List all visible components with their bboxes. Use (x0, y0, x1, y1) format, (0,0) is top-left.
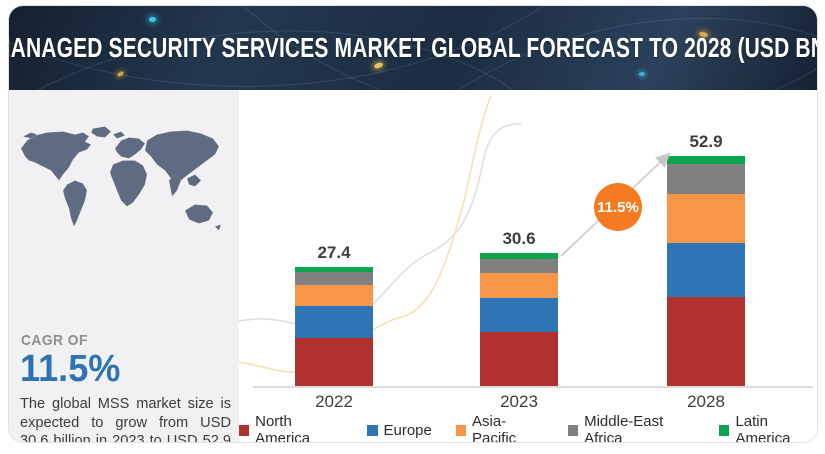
cagr-bubble-text: 11.5% (597, 198, 639, 216)
bar-segment-asia-pacific (295, 284, 373, 307)
legend-label: Middle-East Africa (584, 413, 664, 443)
bar-2022 (295, 267, 373, 387)
x-axis-label: 2022 (315, 392, 353, 411)
legend-item-asia-pacific: Asia-Pacific (455, 413, 544, 443)
world-map-icon (17, 102, 231, 267)
header-banner: MANAGED SECURITY SERVICES MARKET GLOBAL … (9, 6, 817, 90)
legend-item-north-america: North America (239, 413, 343, 443)
glow-dot-icon (149, 17, 156, 22)
chart-legend: North America Europe Asia-Pacific Middle-Ea… (239, 413, 817, 443)
bar-segment-europe (667, 243, 745, 297)
legend-swatch-icon (719, 424, 730, 436)
bar-2028 (667, 155, 745, 387)
infographic-card: MANAGED SECURITY SERVICES MARKET GLOBAL … (8, 5, 818, 443)
summary-sidebar: CAGR OF 11.5% The global MSS market size… (9, 90, 239, 443)
bar-segment-north-america (295, 337, 373, 387)
bar-segment-middle-east-africa (480, 259, 558, 274)
x-axis-label: 2028 (687, 392, 725, 411)
cagr-label: CAGR OF (21, 332, 88, 349)
card-body: CAGR OF 11.5% The global MSS market size… (9, 90, 817, 443)
market-description: The global MSS market size is expected t… (20, 396, 231, 443)
legend-label: Asia-Pacific (471, 413, 517, 443)
legend-item-middle-east-africa: Middle-East Africa (567, 413, 695, 443)
bar-segment-asia-pacific (667, 193, 745, 244)
x-axis-line (253, 386, 813, 388)
legend-swatch-icon (239, 424, 250, 436)
legend-item-europe: Europe (366, 421, 432, 439)
bar-segment-asia-pacific (480, 273, 558, 299)
bar-segment-middle-east-africa (667, 163, 745, 194)
bar-segment-europe (480, 298, 558, 332)
legend-swatch-icon (567, 424, 579, 436)
legend-swatch-icon (455, 424, 466, 436)
page-title: MANAGED SECURITY SERVICES MARKET GLOBAL … (9, 32, 817, 63)
bar-segment-europe (295, 306, 373, 338)
bar-2023 (480, 253, 558, 387)
x-axis-label: 2023 (500, 392, 538, 411)
bar-segment-latin-america (667, 155, 745, 164)
cagr-bubble: 11.5% (594, 183, 642, 231)
world-map-graphic (20, 126, 222, 231)
legend-label: Europe (383, 421, 432, 439)
legend-item-latin-america: Latin America (719, 413, 817, 443)
bar-total-label: 52.9 (689, 131, 723, 151)
glow-dot-icon (639, 72, 645, 76)
bar-total-label: 27.4 (317, 243, 351, 263)
bar-segment-north-america (667, 296, 745, 387)
bar-segment-middle-east-africa (295, 271, 373, 285)
legend-label: North America (255, 413, 311, 443)
legend-swatch-icon (366, 424, 378, 436)
legend-label: Latin America (735, 413, 791, 443)
cagr-value: 11.5% (20, 348, 121, 390)
stacked-bar-chart: 27.4 2022 30.6 2023 52.9 2028 North America Eu… (239, 90, 817, 443)
bar-segment-north-america (480, 331, 558, 387)
bar-total-label: 30.6 (502, 229, 536, 249)
